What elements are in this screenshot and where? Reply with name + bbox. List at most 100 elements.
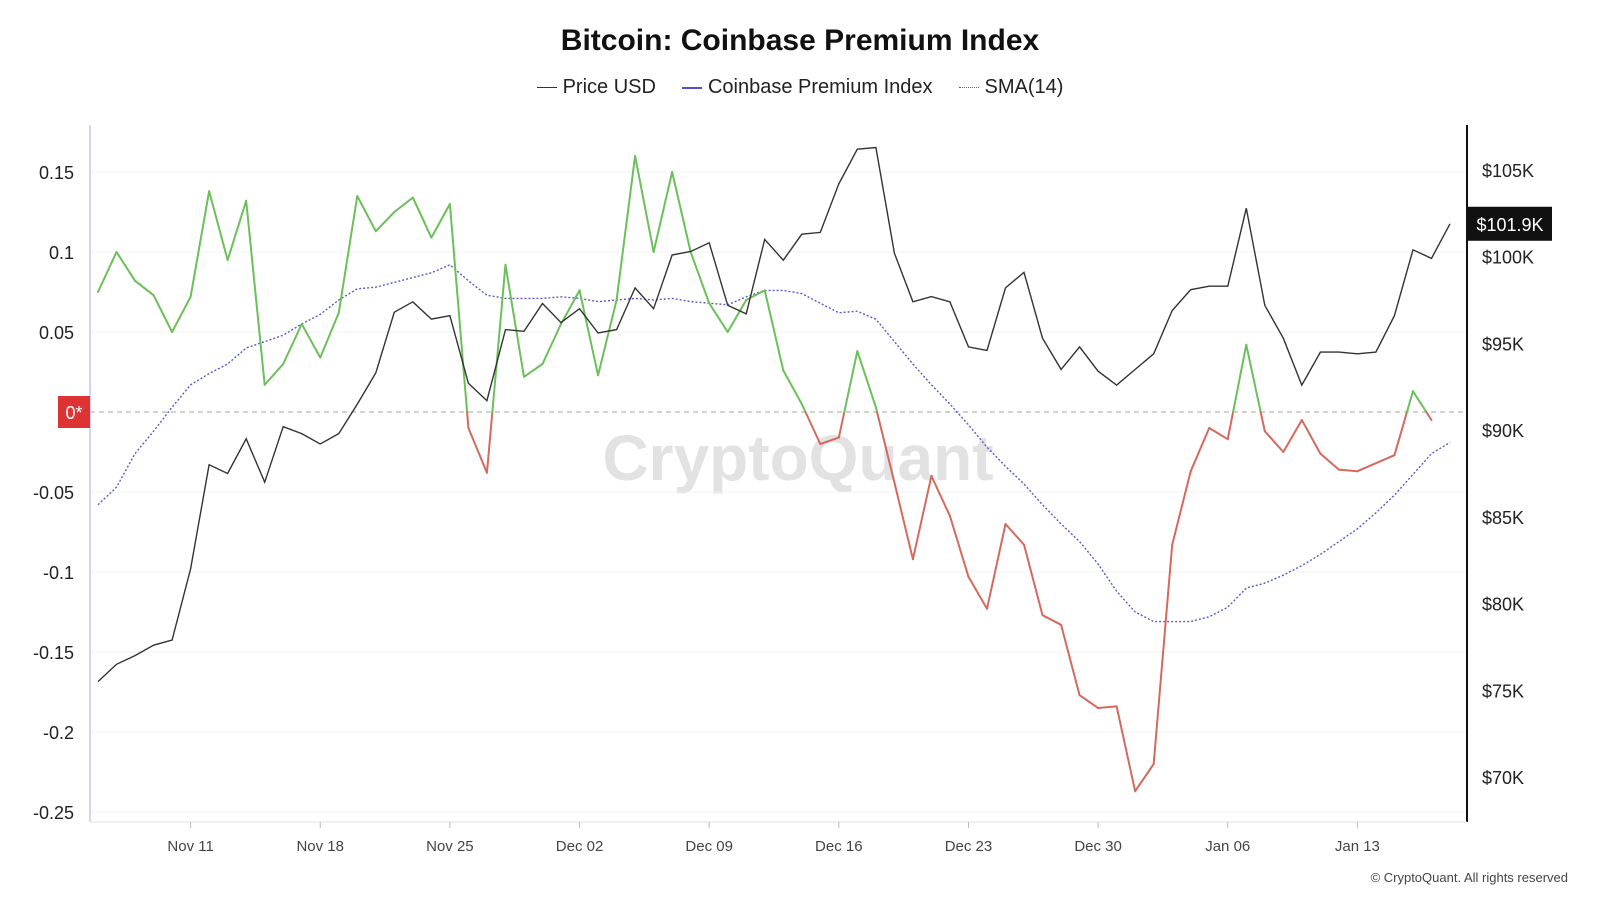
premium-segment [485, 411, 494, 474]
premium-segment [745, 289, 766, 301]
premium-segment [1245, 343, 1262, 413]
premium-segment [411, 196, 433, 239]
premium-segment [1115, 705, 1137, 793]
premium-segment [560, 289, 581, 325]
premium-segment [171, 295, 192, 333]
premium-segment [491, 263, 507, 413]
premium-segment [1319, 452, 1340, 471]
premium-segment [1023, 543, 1044, 617]
premium-segment [430, 203, 451, 239]
x-tick-label: Nov 11 [167, 838, 213, 855]
y-right-tick-label: $105K [1482, 161, 1534, 181]
premium-segment [1374, 454, 1396, 465]
premium-segment [763, 289, 785, 372]
premium-segment [522, 363, 544, 378]
legend-swatch-premium [681, 86, 702, 89]
legend-label-sma: SMA(14) [984, 76, 1064, 98]
premium-segment [967, 575, 988, 610]
y-left-tick-label: 0.1 [49, 243, 74, 263]
y-left-tick-label: -0.15 [33, 643, 74, 663]
zero-badge [58, 396, 90, 428]
premium-segment [1171, 470, 1192, 546]
premium-segment [843, 350, 859, 413]
premium-segment [948, 515, 970, 578]
premium-segment [1263, 430, 1285, 453]
legend-item-price[interactable]: Price USD [536, 76, 656, 99]
premium-segment [189, 190, 211, 298]
x-tick-label: Dec 09 [685, 838, 733, 855]
premium-segment [393, 196, 414, 213]
premium-segment [448, 203, 469, 413]
premium-segment [1411, 390, 1428, 413]
legend: Price USD Coinbase Premium Index SMA(14) [0, 76, 1600, 99]
premium-segment [578, 289, 600, 377]
premium-segment [245, 199, 266, 386]
premium-segment [1134, 763, 1155, 793]
x-tick-label: Nov 25 [426, 838, 474, 855]
zero-badge-label: 0* [65, 403, 82, 423]
premium-segment [504, 263, 525, 378]
premium-segment [300, 323, 322, 359]
y-left-tick-label: -0.25 [33, 803, 74, 823]
x-tick-label: Nov 18 [296, 838, 344, 855]
grid [90, 171, 1467, 813]
premium-segment [208, 190, 229, 261]
premium-segment [97, 251, 118, 293]
premium-segment [837, 411, 846, 439]
premium-segment [467, 427, 488, 474]
legend-item-sma[interactable]: SMA(14) [958, 76, 1064, 99]
premium-segment [800, 403, 807, 413]
y-left-tick-label: 0.15 [39, 163, 74, 183]
y-left-tick-label: 0.05 [39, 323, 74, 343]
premium-segment [541, 323, 563, 365]
legend-label-premium: Coinbase Premium Index [707, 76, 933, 98]
premium-segment [1226, 411, 1235, 441]
premium-segment [152, 294, 174, 333]
x-tick-label: Dec 16 [815, 838, 863, 855]
x-tick-label: Dec 02 [556, 838, 604, 855]
premium-segment [671, 171, 692, 253]
tick-labels: 0.15 0.1 0.05 -0.05 -0.1 -0.15 -0.2 -0.25 0* $105… [33, 161, 1552, 855]
legend-item-premium[interactable]: Coinbase Premium Index [681, 76, 933, 99]
premium-segment [856, 350, 877, 409]
legend-swatch-price [536, 87, 557, 88]
y-left-tick-label: -0.2 [43, 723, 74, 743]
premium-segment [726, 299, 748, 333]
current-price-badge [1468, 206, 1552, 241]
premium-segment [1356, 462, 1377, 473]
premium-segment [615, 155, 637, 301]
premium-segment [911, 475, 933, 561]
premium-segment [804, 411, 822, 445]
current-price-label: $101.9K [1476, 215, 1543, 235]
y-right-tick-label: $80K [1482, 595, 1524, 615]
premium-segment [985, 523, 1007, 610]
watermark: CryptoQuant [602, 422, 993, 494]
premium-segment [1078, 694, 1100, 709]
premium-segment [1152, 543, 1174, 765]
premium-segment [819, 436, 840, 445]
premium-segment [1004, 523, 1026, 546]
chart-title: Bitcoin: Coinbase Premium Index [560, 24, 1040, 57]
premium-segment [1393, 411, 1408, 457]
premium-segment [634, 155, 655, 253]
premium-segment [782, 369, 803, 405]
premium-segment [652, 171, 674, 253]
x-tick-label: Dec 23 [945, 838, 993, 855]
premium-segment [1425, 411, 1433, 421]
premium-segment [1041, 614, 1063, 626]
x-tick-label: Jan 06 [1205, 838, 1250, 855]
y-right-tick-label: $100K [1482, 248, 1534, 268]
premium-segment [1405, 390, 1414, 413]
premium-segment [374, 211, 396, 233]
axes [89, 125, 1468, 828]
premium-segment [708, 302, 729, 333]
y-right-tick-label: $70K [1482, 768, 1524, 788]
series-layer [97, 146, 1451, 793]
premium-segment [930, 475, 951, 517]
premium-segment [876, 411, 896, 484]
legend-label-price: Price USD [562, 76, 656, 98]
premium-segment [1300, 419, 1322, 455]
premium-segment [115, 251, 137, 282]
premium-segment [1337, 468, 1359, 473]
